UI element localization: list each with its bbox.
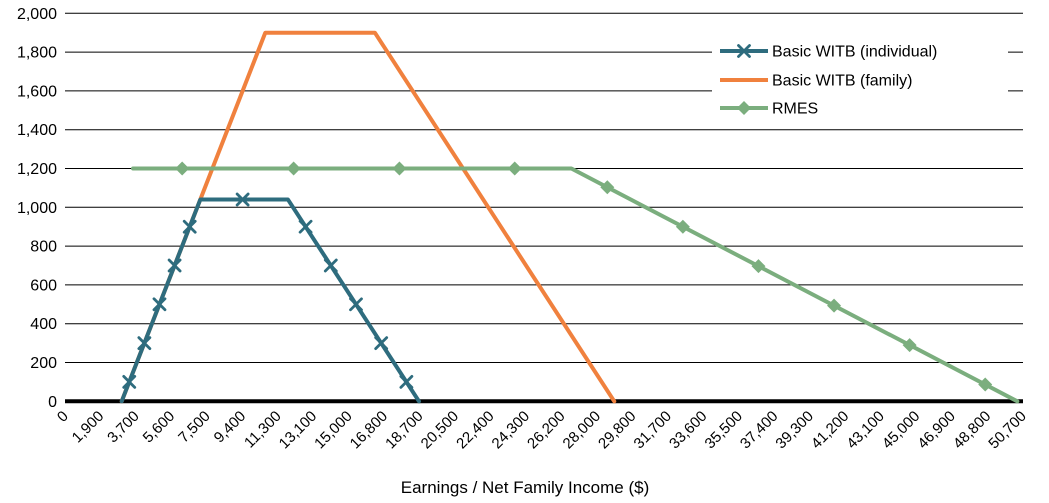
x-cross-marker — [399, 375, 414, 389]
x-cross-marker — [152, 297, 167, 312]
y-tick-label: 800 — [30, 239, 57, 256]
x-tick-label: 43,100 — [843, 408, 887, 452]
diamond-marker — [827, 298, 842, 313]
x-cross-marker — [182, 219, 197, 234]
x-cross-marker — [137, 336, 152, 350]
x-tick-label: 18,700 — [382, 408, 426, 452]
legend: Basic WITB (individual) Basic WITB (famil… — [712, 33, 1008, 120]
x-tick-label: 28,000 — [560, 408, 604, 452]
x-cross-marker — [374, 336, 389, 350]
diamond-marker — [902, 338, 917, 353]
x-tick-label: 3,700 — [104, 408, 143, 447]
y-axis-tick-labels: 0 200 400 600 800 1,000 1,200 1,400 1,600 1,800 2,… — [17, 6, 57, 411]
x-tick-label: 13,100 — [276, 408, 320, 452]
legend-label-basic-witb-individual: Basic WITB (individual) — [772, 44, 937, 61]
x-cross-marker — [323, 258, 338, 273]
x-axis-title: Earnings / Net Family Income ($) — [401, 478, 649, 497]
x-tick-label: 48,800 — [950, 408, 994, 452]
x-cross-marker — [349, 297, 363, 312]
x-tick-label: 39,300 — [772, 408, 816, 452]
diamond-marker — [751, 259, 766, 274]
series-layer — [119, 30, 1020, 404]
legend-label-basic-witb-family: Basic WITB (family) — [772, 73, 912, 90]
x-tick-label: 0 — [54, 408, 72, 426]
diamond-marker — [286, 161, 301, 176]
x-cross-marker — [167, 258, 182, 273]
x-tick-label: 33,600 — [666, 408, 710, 452]
y-tick-label: 600 — [30, 277, 57, 294]
x-tick-label: 29,800 — [595, 408, 639, 452]
y-tick-label: 400 — [30, 316, 57, 333]
diamond-marker — [175, 161, 190, 176]
x-tick-label: 15,000 — [311, 408, 355, 452]
x-tick-label: 41,200 — [808, 408, 852, 452]
x-cross-marker — [122, 375, 137, 389]
x-cross-marker — [235, 192, 250, 207]
x-tick-label: 16,800 — [347, 408, 391, 452]
x-axis-tick-labels: 01,9003,7005,6007,5009,40011,30013,10015… — [54, 408, 1030, 452]
y-tick-label: 1,400 — [17, 122, 57, 139]
series-line-rmes — [131, 166, 1020, 404]
x-tick-label: 45,000 — [879, 408, 923, 452]
x-tick-label: 20,500 — [418, 408, 462, 452]
legend-background — [712, 33, 1008, 120]
x-tick-label: 37,400 — [737, 408, 781, 452]
legend-label-rmes: RMES — [772, 101, 818, 118]
diamond-marker — [675, 219, 690, 234]
y-tick-label: 2,000 — [17, 6, 57, 23]
x-tick-label: 5,600 — [140, 408, 179, 447]
diamond-marker — [978, 377, 993, 392]
series-line-basic-witb-individual — [119, 197, 421, 404]
y-tick-label: 1,000 — [17, 200, 57, 217]
x-tick-label: 46,900 — [914, 408, 958, 452]
y-tick-label: 1,600 — [17, 83, 57, 100]
x-tick-label: 22,400 — [453, 408, 497, 452]
diamond-marker — [737, 101, 751, 115]
y-tick-label: 1,200 — [17, 161, 57, 178]
y-tick-label: 1,800 — [17, 45, 57, 62]
diamond-marker — [600, 180, 615, 195]
x-tick-label: 26,200 — [524, 408, 568, 452]
y-tick-label: 200 — [30, 355, 57, 372]
x-tick-label: 11,300 — [241, 408, 285, 452]
x-tick-label: 31,700 — [631, 408, 675, 452]
diamond-marker — [507, 161, 522, 176]
x-cross-marker — [298, 219, 313, 234]
x-tick-label: 35,500 — [702, 408, 746, 452]
x-cross-marker — [737, 44, 751, 58]
x-tick-label: 1,900 — [69, 408, 108, 447]
x-tick-label: 7,500 — [175, 408, 214, 447]
x-tick-label: 50,700 — [985, 408, 1029, 452]
x-tick-label: 24,300 — [489, 408, 533, 452]
diamond-marker — [392, 161, 407, 176]
y-tick-label: 0 — [48, 394, 57, 411]
